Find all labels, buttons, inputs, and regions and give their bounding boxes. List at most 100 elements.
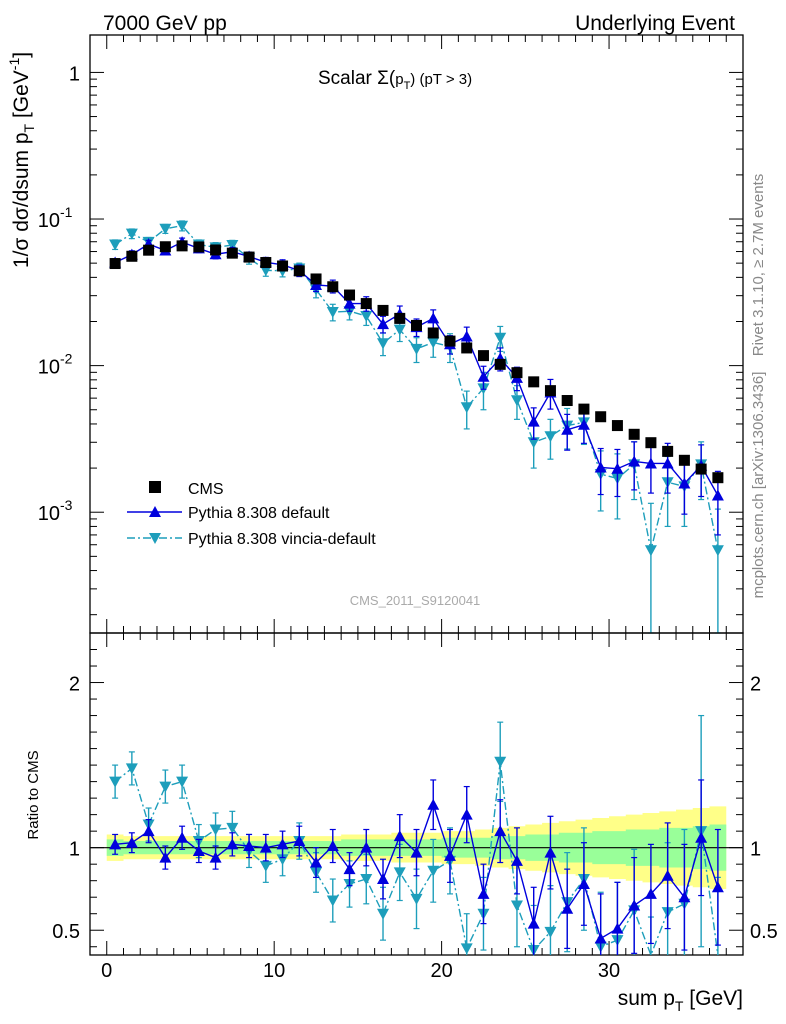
ratio-y-tick-label: 1 (69, 839, 80, 861)
cms-marker (461, 342, 473, 354)
cms-marker (243, 251, 255, 263)
cms-marker (327, 281, 339, 293)
default-ratio-marker (109, 838, 122, 850)
x-axis-label-text: sum pT [GeV] (618, 987, 743, 1014)
vincia-marker (460, 402, 473, 414)
default-ratio-marker (326, 840, 339, 852)
default-ratio-marker (577, 877, 590, 889)
legend-vincia-marker (149, 533, 161, 544)
cms-marker (528, 376, 540, 388)
main-y-axis-label-text: 1/σ dσ/dsum pT [GeV-1] (6, 52, 37, 268)
header-collision-label: 7000 GeV pp (103, 12, 227, 35)
default-ratio-marker (377, 873, 390, 885)
default-ratio-marker (209, 851, 222, 863)
default-ratio-marker (477, 887, 490, 899)
vincia-marker (644, 545, 657, 557)
rivet-label: Rivet 3.1.10, ≥ 2.7M events (750, 174, 767, 357)
vincia-ratio-marker (427, 865, 440, 877)
default-ratio-marker (159, 851, 172, 863)
default-marker (460, 330, 473, 342)
vincia-ratio-marker (544, 926, 557, 938)
vincia-marker (427, 337, 440, 349)
cms-marker (344, 289, 356, 301)
cms-marker (444, 335, 456, 347)
ratio-y-axis-label: Ratio to CMS (25, 750, 42, 839)
default-ratio-marker (594, 932, 607, 944)
vincia-ratio-marker (377, 908, 390, 920)
ratio-frame (89, 632, 744, 956)
y-tick-label-exponent: -3 (60, 497, 73, 513)
default-marker (377, 318, 390, 330)
default-ratio-marker (226, 838, 239, 850)
default-ratio-marker (276, 838, 289, 850)
legend-default-label: Pythia 8.308 default (188, 505, 330, 522)
x-axis-label: sum pT [GeV] (618, 987, 743, 1014)
cms-marker (695, 463, 707, 475)
default-marker (577, 418, 590, 430)
default-ratio-marker (494, 825, 507, 837)
cms-marker (611, 420, 623, 432)
ratio-y-tick-label-right: 1 (750, 839, 761, 861)
cms-marker (662, 445, 674, 457)
default-ratio-marker (561, 902, 574, 914)
vincia-line (114, 224, 719, 551)
default-ratio-marker (460, 808, 473, 820)
default-ratio-marker (142, 825, 155, 837)
vincia-ratio-marker (176, 776, 189, 788)
default-ratio-marker (678, 891, 691, 903)
vincia-ratio-marker (510, 900, 523, 912)
default-marker (628, 455, 641, 467)
default-marker (527, 415, 540, 427)
default-line (114, 241, 719, 496)
vincia-marker (377, 338, 390, 350)
analysis-id: CMS_2011_S9120041 (350, 593, 481, 608)
x-tick-label: 0 (101, 960, 112, 982)
default-ratio-marker (410, 846, 423, 858)
cms-marker (193, 241, 205, 253)
vincia-marker (393, 324, 406, 336)
default-ratio-marker (644, 887, 657, 899)
ratio-y-tick-label-right: 2 (750, 674, 761, 696)
default-ratio-marker (243, 840, 256, 852)
default-ratio-marker (125, 836, 138, 848)
vincia-marker (510, 395, 523, 407)
plot-title: Scalar Σ(pT) (pT > 3) (318, 68, 472, 92)
vincia-marker (226, 239, 239, 251)
default-ratio-marker (661, 869, 674, 881)
cms-marker (260, 257, 272, 269)
y-tick-label: 10 (38, 357, 60, 379)
vincia-ratio-marker (410, 893, 423, 905)
vincia-ratio-marker (209, 824, 222, 836)
default-marker (561, 423, 574, 435)
default-ratio-marker (259, 841, 272, 853)
legend: CMS Pythia 8.308 default Pythia 8.308 vinc… (127, 481, 376, 548)
y-tick-label: 10 (38, 503, 60, 525)
cms-marker (176, 240, 188, 252)
default-marker (594, 461, 607, 473)
cms-marker (645, 437, 657, 449)
default-ratio-marker (343, 863, 356, 875)
vincia-marker (494, 332, 507, 344)
cms-marker (310, 273, 322, 285)
cms-marker (126, 250, 138, 262)
cms-marker (561, 395, 573, 407)
default-marker (711, 489, 724, 501)
cms-marker (578, 403, 590, 415)
default-ratio-marker (293, 835, 306, 847)
main-y-axis-label: 1/σ dσ/dsum pT [GeV-1] (6, 52, 37, 268)
default-ratio-marker (510, 854, 523, 866)
legend-cms-marker (149, 481, 161, 493)
cms-marker (394, 312, 406, 324)
vincia-marker (159, 223, 172, 235)
cms-marker (712, 472, 724, 484)
x-tick-label: 10 (263, 960, 285, 982)
vincia-marker (125, 228, 138, 240)
default-marker (644, 457, 657, 469)
cms-marker (360, 298, 372, 310)
vincia-ratio-marker (159, 781, 172, 793)
legend-default-marker (149, 506, 161, 517)
plot-title-text: Scalar Σ(pT) (pT > 3) (318, 68, 472, 92)
ratio-y-tick-label: 0.5 (52, 921, 80, 943)
cms-marker (628, 428, 640, 440)
